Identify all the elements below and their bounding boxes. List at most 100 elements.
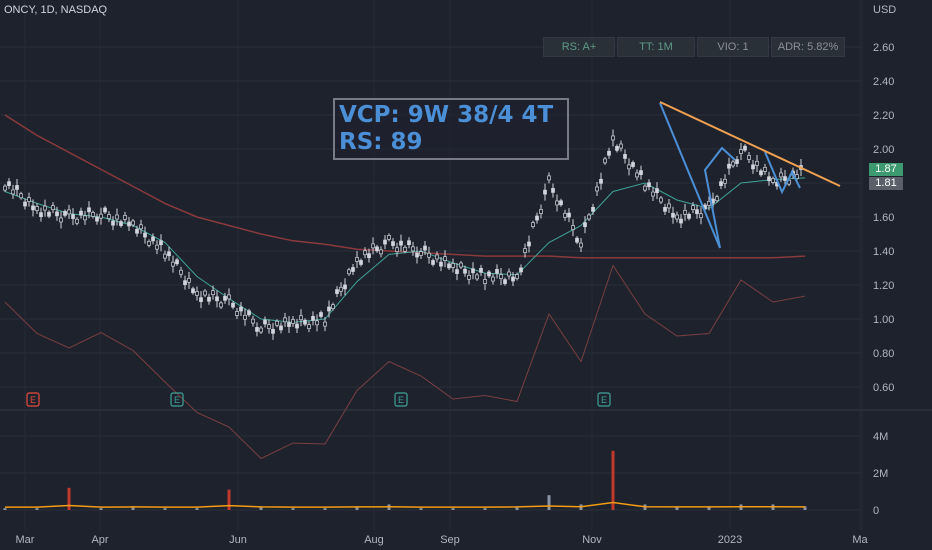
price-tick-label: 1.00 [873, 314, 894, 326]
candle-body [783, 176, 787, 181]
price-tick-label: 1.40 [873, 246, 894, 258]
candle-body [727, 163, 731, 169]
candle-body [415, 252, 419, 258]
candle-body [475, 274, 479, 280]
indicator-rs[interactable]: RS: A+ [543, 37, 615, 57]
candle-body [531, 222, 535, 227]
candle-body [491, 276, 495, 282]
candle-body [739, 149, 743, 154]
candle-body [299, 315, 303, 321]
candle-body [7, 181, 11, 186]
candle-body [627, 164, 631, 170]
candle-body [695, 209, 699, 215]
candle-body [615, 146, 619, 151]
candle-body [135, 228, 139, 234]
volume-tick-label: 0 [873, 505, 879, 517]
candle-body [439, 261, 443, 267]
candle-body [195, 291, 199, 296]
candle-body [263, 319, 267, 325]
candle-body [155, 244, 159, 250]
earnings-marker [394, 392, 408, 407]
candle-body [143, 232, 147, 238]
candle-body [559, 200, 563, 206]
candle-body [211, 290, 215, 295]
candle-body [51, 205, 55, 210]
candle-body [591, 207, 595, 212]
candle-body [447, 263, 451, 269]
candle-body [771, 178, 775, 183]
indicator-vio[interactable]: VIO: 1 [697, 37, 769, 57]
candle-body [323, 321, 327, 327]
candle-body [227, 294, 231, 300]
candle-body [175, 259, 179, 265]
indicator-tt[interactable]: TT: 1M [617, 37, 695, 57]
candle-body [243, 314, 247, 320]
currency-label: USD [873, 4, 897, 16]
volume-bar [131, 506, 135, 510]
candle-body [203, 290, 207, 296]
candle-body [687, 214, 691, 219]
candle-body [511, 276, 515, 282]
candle-body [111, 220, 115, 226]
candle-body [471, 268, 475, 274]
vcp-annotation[interactable]: VCP: 9W 38/4 4T RS: 89 [333, 98, 569, 160]
candle-body [455, 269, 459, 274]
candle-body [311, 316, 315, 321]
candle-body [399, 240, 403, 246]
volume-bar [291, 508, 295, 510]
candle-body [259, 327, 263, 333]
candle-body [179, 269, 183, 275]
candle-body [279, 325, 283, 331]
candle-body [611, 135, 615, 141]
candle-body [71, 214, 75, 219]
candle-body [647, 182, 651, 188]
candle-body [587, 214, 591, 220]
candle-body [55, 211, 59, 217]
candle-body [219, 302, 223, 308]
earnings-icon: E [601, 395, 607, 405]
candle-body [223, 296, 227, 301]
candle-body [67, 209, 71, 215]
candle-body [199, 297, 203, 303]
candle-body [251, 318, 255, 324]
candle-body [39, 212, 43, 218]
candle-body [599, 178, 603, 184]
candle-body [79, 210, 83, 216]
candle-body [527, 241, 531, 247]
candle-body [319, 312, 323, 317]
candle-body [383, 239, 387, 245]
earnings-marker [170, 392, 184, 407]
candle-body [419, 251, 423, 256]
time-tick-label: Ma [852, 534, 868, 546]
time-tick-label: Aug [364, 534, 384, 546]
earnings-icon: E [30, 395, 36, 405]
candle-body [171, 261, 175, 267]
candle-body [47, 211, 51, 217]
candle-body [247, 310, 251, 316]
candle-body [231, 302, 235, 308]
price-tick-label: 2.60 [873, 42, 894, 54]
candle-body [43, 205, 47, 211]
candle-body [631, 162, 635, 167]
price-tick-label: 2.40 [873, 76, 894, 88]
candle-body [347, 269, 351, 275]
time-tick-label: Apr [91, 534, 108, 546]
candle-body [567, 212, 571, 218]
volume-bar [803, 506, 807, 510]
candle-body [723, 178, 727, 184]
candle-body [163, 253, 167, 259]
candle-body [255, 327, 259, 332]
volume-bar [611, 450, 615, 510]
candle-body [479, 267, 483, 273]
candle-body [103, 207, 107, 213]
candle-body [671, 212, 675, 218]
candle-body [19, 193, 23, 199]
symbol-label: ONCY, 1D, NASDAQ [4, 4, 108, 16]
candle-body [411, 246, 415, 252]
candle-body [87, 207, 91, 213]
candle-body [795, 174, 799, 179]
indicator-adr[interactable]: ADR: 5.82% [771, 37, 845, 57]
candle-body [719, 181, 723, 186]
candle-body [183, 280, 187, 286]
